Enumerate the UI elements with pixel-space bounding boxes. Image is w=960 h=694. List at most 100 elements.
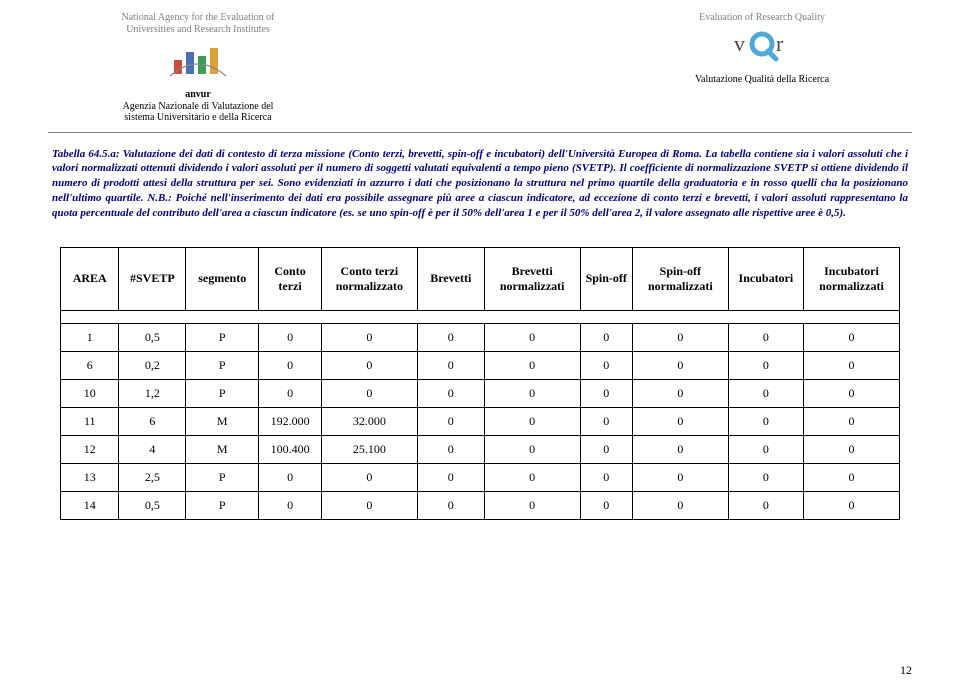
table-cell: 0 [580, 463, 632, 491]
table-cell: 0 [728, 379, 803, 407]
table-cell: 2,5 [119, 463, 186, 491]
org-name-it: anvur Agenzia Nazionale di Valutazione d… [48, 89, 348, 124]
table-cell: 0 [728, 351, 803, 379]
table-cell: 0 [259, 491, 322, 519]
table-row: 60,2P00000000 [61, 351, 900, 379]
table-cell: 11 [61, 407, 119, 435]
table-cell: 4 [119, 435, 186, 463]
header-right-block: Evaluation of Research Quality v r Valut… [612, 12, 912, 85]
table-cell: 0 [632, 351, 728, 379]
table-cell: 0 [580, 435, 632, 463]
table-row: 101,2P00000000 [61, 379, 900, 407]
table-cell: 0 [803, 463, 899, 491]
eval-title-en: Evaluation of Research Quality [612, 12, 912, 23]
column-header: Spin-off [580, 247, 632, 310]
table-cell: 13 [61, 463, 119, 491]
table-cell: M [186, 435, 259, 463]
data-table: AREA#SVETPsegmentoConto terziConto terzi… [60, 247, 900, 520]
table-cell: 0 [580, 407, 632, 435]
table-cell: 0 [728, 435, 803, 463]
table-body: 10,5P0000000060,2P00000000101,2P00000000… [61, 310, 900, 519]
table-header-row: AREA#SVETPsegmentoConto terziConto terzi… [61, 247, 900, 310]
table-cell: 0,5 [119, 323, 186, 351]
table-cell: 6 [61, 351, 119, 379]
table-cell: 14 [61, 491, 119, 519]
table-row: 140,5P00000000 [61, 491, 900, 519]
table-head: AREA#SVETPsegmentoConto terziConto terzi… [61, 247, 900, 310]
table-cell: 10 [61, 379, 119, 407]
table-cell: 0 [728, 491, 803, 519]
table-cell: P [186, 351, 259, 379]
table-spacer [61, 310, 900, 323]
table-cell: 0 [484, 407, 580, 435]
table-cell: 0 [632, 463, 728, 491]
table-cell: 1 [61, 323, 119, 351]
table-caption: Tabella 64.5.a: Valutazione dei dati di … [52, 147, 908, 221]
table-row: 124M100.40025.100000000 [61, 435, 900, 463]
table-cell: 0 [321, 491, 417, 519]
anvur-brand: anvur [185, 89, 211, 100]
table-cell: 0 [803, 351, 899, 379]
table-cell: 0 [484, 435, 580, 463]
column-header: Brevetti [417, 247, 484, 310]
org-it-line1: Agenzia Nazionale di Valutazione del [123, 101, 274, 112]
org-en-line2: Universities and Research Institutes [126, 24, 270, 35]
table-cell: 0 [803, 323, 899, 351]
table-cell: 0 [632, 491, 728, 519]
table-cell: 0,2 [119, 351, 186, 379]
table-cell: 0 [728, 323, 803, 351]
table-cell: 0 [417, 463, 484, 491]
table-row: 10,5P00000000 [61, 323, 900, 351]
org-it-line2: sistema Universitario e della Ricerca [124, 112, 271, 123]
table-cell: 0 [417, 435, 484, 463]
table-cell: 25.100 [321, 435, 417, 463]
table-cell: 0 [417, 323, 484, 351]
table-cell: 0 [580, 491, 632, 519]
table-cell: 0 [580, 351, 632, 379]
column-header: Conto terzi [259, 247, 322, 310]
table-cell: 0 [259, 323, 322, 351]
anvur-logo-icon [168, 42, 228, 78]
table-cell: 0 [417, 351, 484, 379]
table-cell: P [186, 323, 259, 351]
table-cell: 0 [259, 463, 322, 491]
table-cell: 0 [803, 491, 899, 519]
vqr-logo-icon: v r [732, 29, 792, 63]
page-number: 12 [900, 663, 912, 678]
table-cell: 0 [484, 463, 580, 491]
eval-title-it: Valutazione Qualità della Ricerca [612, 74, 912, 85]
table-cell: 0 [803, 379, 899, 407]
column-header: Spin-off normalizzati [632, 247, 728, 310]
header-divider [48, 132, 912, 133]
table-cell: 0 [632, 379, 728, 407]
table-cell: 0 [417, 407, 484, 435]
table-cell: 0 [417, 379, 484, 407]
table-cell: 0 [259, 351, 322, 379]
table-cell: 0 [321, 379, 417, 407]
table-cell: P [186, 379, 259, 407]
column-header: AREA [61, 247, 119, 310]
table-cell: 100.400 [259, 435, 322, 463]
table-cell: P [186, 463, 259, 491]
table-cell: 0 [484, 351, 580, 379]
table-row: 116M192.00032.000000000 [61, 407, 900, 435]
table-cell: 0 [728, 407, 803, 435]
column-header: Brevetti normalizzati [484, 247, 580, 310]
table-cell: 0 [632, 407, 728, 435]
svg-text:v: v [734, 31, 745, 56]
table-cell: 0 [321, 351, 417, 379]
table-cell: 0,5 [119, 491, 186, 519]
column-header: Incubatori [728, 247, 803, 310]
table-cell: 1,2 [119, 379, 186, 407]
table-cell: M [186, 407, 259, 435]
table-cell: 0 [321, 323, 417, 351]
table-cell: 6 [119, 407, 186, 435]
table-row: 132,5P00000000 [61, 463, 900, 491]
table-cell: 32.000 [321, 407, 417, 435]
table-cell: 0 [632, 435, 728, 463]
table-cell: 0 [580, 323, 632, 351]
table-cell: 0 [803, 407, 899, 435]
table-cell: 0 [259, 379, 322, 407]
table-cell: P [186, 491, 259, 519]
svg-text:r: r [776, 31, 784, 56]
